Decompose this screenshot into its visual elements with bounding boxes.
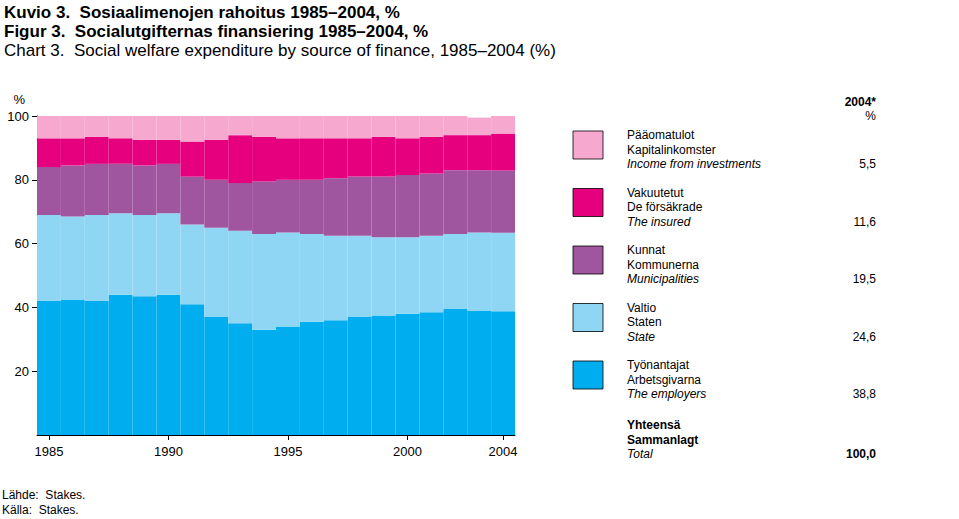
- svg-text:Valtio: Valtio: [627, 301, 656, 315]
- svg-text:38,8: 38,8: [853, 387, 877, 401]
- svg-text:Kuvio 3. Sosiaalimenojen raho: Kuvio 3. Sosiaalimenojen rahoitus 1985–2…: [4, 3, 400, 22]
- svg-text:40: 40: [15, 300, 29, 315]
- svg-text:Pääomatulot: Pääomatulot: [627, 128, 695, 142]
- svg-text:Chart 3. Social welfare expen: Chart 3. Social welfare expenditure by s…: [4, 41, 556, 60]
- svg-text:1990: 1990: [154, 444, 183, 459]
- svg-text:Lähde: Stakes.: Lähde: Stakes.: [2, 488, 85, 502]
- svg-text:2004*: 2004*: [845, 95, 877, 109]
- svg-text:Staten: Staten: [627, 315, 662, 329]
- svg-text:20: 20: [15, 364, 29, 379]
- svg-text:Kapitalinkomster: Kapitalinkomster: [627, 143, 716, 157]
- svg-text:1985: 1985: [34, 444, 63, 459]
- svg-text:Income from investments: Income from investments: [627, 157, 761, 171]
- svg-text:Vakuutetut: Vakuutetut: [627, 186, 684, 200]
- svg-text:Figur 3. Socialutgifternas fi: Figur 3. Socialutgifternas finansiering …: [4, 22, 428, 41]
- svg-text:Työnantajat: Työnantajat: [627, 358, 690, 372]
- svg-text:Total: Total: [627, 447, 653, 461]
- svg-text:80: 80: [15, 172, 29, 187]
- svg-text:1995: 1995: [273, 444, 302, 459]
- svg-text:100,0: 100,0: [846, 447, 876, 461]
- svg-text:%: %: [865, 109, 876, 123]
- svg-text:Yhteensä: Yhteensä: [627, 418, 681, 432]
- svg-text:2000: 2000: [393, 444, 422, 459]
- svg-text:Kunnat: Kunnat: [627, 243, 666, 257]
- svg-text:2004: 2004: [489, 444, 518, 459]
- svg-text:Sammanlagt: Sammanlagt: [627, 433, 698, 447]
- svg-text:60: 60: [15, 236, 29, 251]
- svg-text:The insured: The insured: [627, 215, 691, 229]
- svg-text:24,6: 24,6: [853, 330, 877, 344]
- svg-text:100: 100: [7, 109, 29, 124]
- svg-text:Arbetsgivarna: Arbetsgivarna: [627, 373, 701, 387]
- svg-text:Källa: Stakes.: Källa: Stakes.: [2, 503, 79, 517]
- svg-text:The employers: The employers: [627, 387, 706, 401]
- svg-text:11,6: 11,6: [854, 215, 877, 229]
- svg-text:Kommunerna: Kommunerna: [627, 258, 699, 272]
- svg-text:5,5: 5,5: [859, 157, 876, 171]
- svg-text:State: State: [627, 330, 655, 344]
- svg-text:19,5: 19,5: [853, 272, 877, 286]
- svg-text:%: %: [13, 92, 25, 107]
- svg-text:Municipalities: Municipalities: [627, 272, 699, 286]
- svg-text:De försäkrade: De försäkrade: [627, 200, 703, 214]
